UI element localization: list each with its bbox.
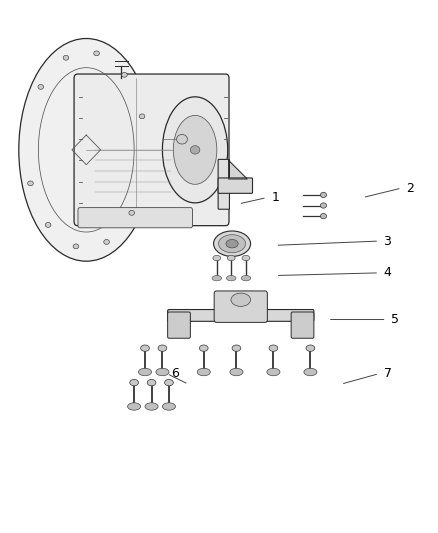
Ellipse shape xyxy=(122,72,127,77)
Ellipse shape xyxy=(306,345,315,351)
Ellipse shape xyxy=(269,345,278,351)
FancyBboxPatch shape xyxy=(291,312,314,338)
Text: 6: 6 xyxy=(171,367,179,380)
Ellipse shape xyxy=(241,276,251,281)
Ellipse shape xyxy=(267,368,280,376)
FancyBboxPatch shape xyxy=(74,74,229,225)
FancyBboxPatch shape xyxy=(78,208,192,228)
Ellipse shape xyxy=(321,203,326,208)
Ellipse shape xyxy=(219,235,246,253)
Ellipse shape xyxy=(230,368,243,376)
Polygon shape xyxy=(229,160,247,179)
Text: 3: 3 xyxy=(384,235,392,247)
Ellipse shape xyxy=(138,368,152,376)
Ellipse shape xyxy=(147,379,156,386)
Ellipse shape xyxy=(232,345,241,351)
Ellipse shape xyxy=(73,244,79,249)
Ellipse shape xyxy=(38,84,44,90)
Ellipse shape xyxy=(226,239,238,248)
Ellipse shape xyxy=(321,192,326,198)
Ellipse shape xyxy=(139,114,145,119)
Ellipse shape xyxy=(197,368,210,376)
Ellipse shape xyxy=(242,255,250,261)
Ellipse shape xyxy=(63,55,69,60)
Ellipse shape xyxy=(141,345,149,351)
Ellipse shape xyxy=(162,97,228,203)
Ellipse shape xyxy=(156,368,169,376)
Ellipse shape xyxy=(158,345,167,351)
Ellipse shape xyxy=(129,211,134,215)
Ellipse shape xyxy=(104,239,110,244)
Ellipse shape xyxy=(212,276,222,281)
Text: 1: 1 xyxy=(271,191,279,204)
Ellipse shape xyxy=(226,276,236,281)
Ellipse shape xyxy=(321,214,326,219)
Ellipse shape xyxy=(177,134,187,144)
FancyBboxPatch shape xyxy=(218,159,230,209)
Ellipse shape xyxy=(28,181,33,186)
Ellipse shape xyxy=(173,115,217,184)
Ellipse shape xyxy=(190,146,200,154)
Ellipse shape xyxy=(213,255,221,261)
Ellipse shape xyxy=(45,222,51,228)
Ellipse shape xyxy=(127,403,141,410)
Ellipse shape xyxy=(162,403,176,410)
Text: 4: 4 xyxy=(384,266,392,279)
Ellipse shape xyxy=(304,368,317,376)
Ellipse shape xyxy=(165,379,173,386)
FancyBboxPatch shape xyxy=(168,312,191,338)
Text: 7: 7 xyxy=(384,367,392,380)
Text: 5: 5 xyxy=(391,313,399,326)
FancyBboxPatch shape xyxy=(168,310,314,321)
Ellipse shape xyxy=(130,379,138,386)
Ellipse shape xyxy=(145,403,158,410)
Ellipse shape xyxy=(227,255,235,261)
Ellipse shape xyxy=(199,345,208,351)
Ellipse shape xyxy=(231,293,251,306)
FancyBboxPatch shape xyxy=(214,291,267,322)
Ellipse shape xyxy=(19,38,154,261)
Ellipse shape xyxy=(214,231,251,256)
Text: 2: 2 xyxy=(406,182,414,195)
FancyBboxPatch shape xyxy=(218,178,253,193)
Ellipse shape xyxy=(94,51,99,56)
